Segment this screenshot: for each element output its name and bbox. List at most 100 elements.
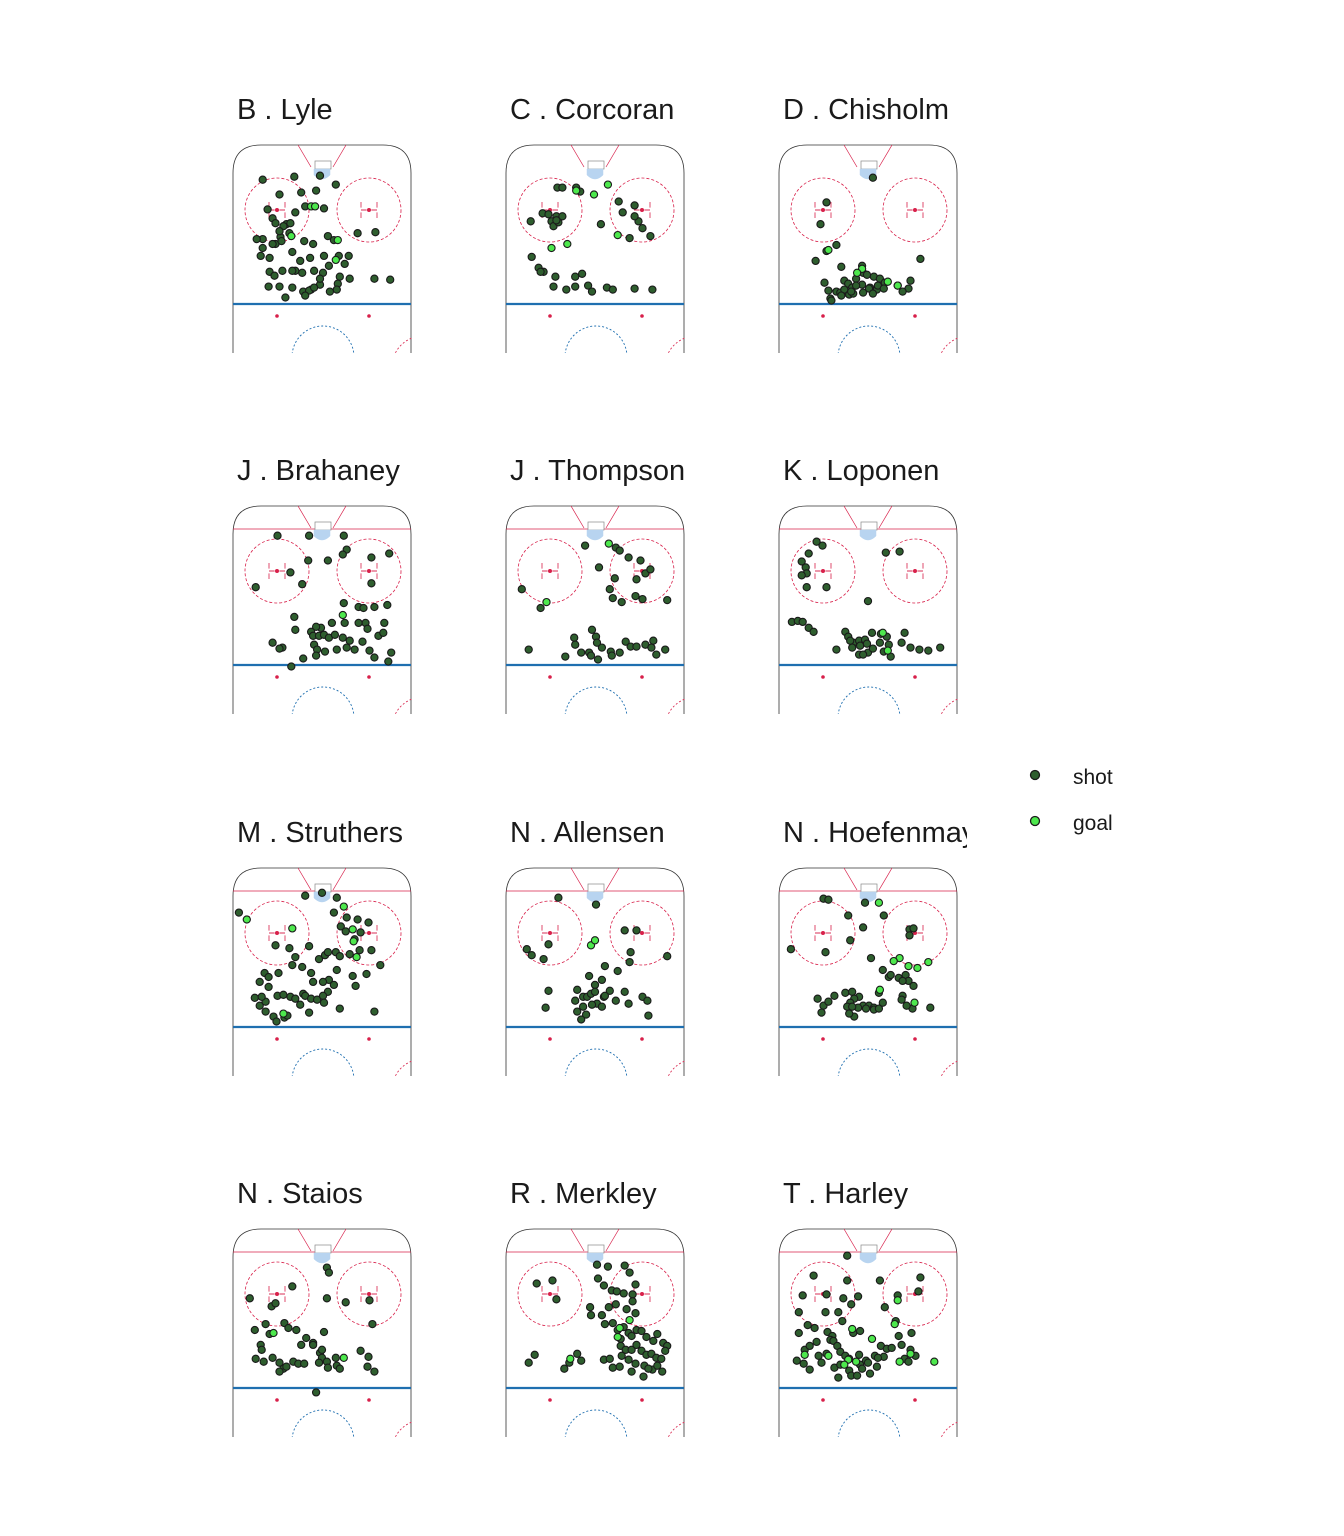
hash-mark [360, 1293, 367, 1302]
crease-line [605, 144, 620, 168]
shot-point [792, 1356, 801, 1365]
shot-point [356, 1346, 365, 1355]
rink-panel: J . Thompson [505, 455, 685, 714]
shot-point [524, 1358, 533, 1367]
rink-panel: R . Merkley [505, 1178, 685, 1437]
shot-point [652, 650, 661, 659]
shot-point [895, 547, 904, 556]
goal-point [352, 952, 361, 962]
shot-point [605, 585, 614, 594]
shot-point [615, 546, 624, 555]
goal-point [893, 1296, 902, 1305]
shot-point [341, 927, 350, 936]
shot-point [627, 1345, 636, 1354]
shot-point [909, 981, 918, 991]
shot-point [620, 926, 629, 935]
net [314, 160, 332, 170]
shot-point [894, 1331, 903, 1341]
shot-point [298, 580, 307, 589]
shot-point [363, 1362, 372, 1371]
shot-point [585, 1303, 595, 1312]
shot-point [324, 1268, 334, 1277]
rink-panel: T . Harley [778, 1178, 958, 1437]
shot-point [597, 975, 607, 985]
shot-point [386, 275, 395, 284]
shot-point [345, 950, 354, 959]
shot-point [554, 893, 563, 902]
shot-points [251, 531, 396, 671]
shot-point [854, 1350, 864, 1359]
shot-point [878, 998, 887, 1007]
shot-points [811, 173, 925, 305]
crease-line [570, 144, 585, 168]
center-circle [564, 1048, 628, 1076]
rink-drawing [778, 867, 958, 1076]
shot-point [605, 986, 614, 995]
faceoff-dot [640, 931, 644, 935]
shot-point [915, 645, 924, 654]
shot-point [805, 1341, 814, 1351]
shot-point [300, 1359, 309, 1368]
center-circle [564, 1409, 628, 1437]
shot-point [288, 266, 297, 275]
shot-point [319, 204, 329, 213]
shot-point [593, 655, 603, 664]
shot-point [312, 995, 322, 1004]
shot-point [573, 1349, 582, 1358]
crease-line [297, 867, 312, 891]
shot-point [839, 1294, 848, 1303]
panel-title: K . Loponen [783, 455, 939, 487]
crease-line [605, 867, 620, 891]
shot-point [879, 911, 888, 920]
goal-point [572, 186, 581, 195]
goal-crease [859, 529, 877, 541]
hash-mark [541, 1293, 548, 1302]
shot-point [274, 968, 283, 978]
shot-point [353, 229, 362, 238]
shot-point [817, 1008, 826, 1017]
shot-point [636, 556, 645, 565]
shot-point [325, 287, 335, 296]
shot-point [380, 618, 389, 628]
shot-point [338, 550, 347, 559]
net [860, 883, 878, 893]
hash-mark [541, 925, 548, 934]
shot-point [600, 1319, 610, 1329]
shot-point [622, 1305, 631, 1314]
faceoff-circle [882, 177, 948, 243]
center-circle [837, 1409, 901, 1437]
shot-point [614, 197, 623, 206]
hash-mark [268, 570, 275, 579]
neutral-circle [667, 337, 685, 353]
rink-boards [232, 144, 412, 353]
shot-point [323, 1363, 333, 1372]
shot-point [250, 993, 259, 1002]
shot-point [376, 960, 385, 970]
shot-point [322, 1294, 332, 1303]
faceoff-circle [244, 900, 310, 966]
neutral-dot [275, 1037, 279, 1041]
shot-point [314, 954, 324, 964]
hash-mark [279, 570, 286, 579]
hash-mark [279, 1286, 286, 1295]
shot-point [301, 891, 310, 900]
shot-point [615, 648, 624, 657]
faceoff-circle [609, 177, 675, 243]
hash-mark [360, 570, 367, 579]
hash-mark [814, 209, 821, 218]
shot-point [802, 583, 811, 592]
shot-point [371, 228, 380, 237]
shot-point [255, 1001, 264, 1010]
goal-point [904, 961, 913, 971]
neutral-dot [275, 314, 279, 318]
shot-point [577, 1015, 586, 1024]
shot-point [906, 276, 915, 285]
neutral-dot [367, 1037, 371, 1041]
hash-mark [360, 1286, 367, 1295]
shot-point [852, 1371, 862, 1380]
shot-point [536, 267, 545, 276]
shot-point [305, 253, 315, 263]
shot-point [887, 1343, 896, 1353]
shot-point [632, 575, 641, 584]
goal-crease [586, 891, 604, 903]
